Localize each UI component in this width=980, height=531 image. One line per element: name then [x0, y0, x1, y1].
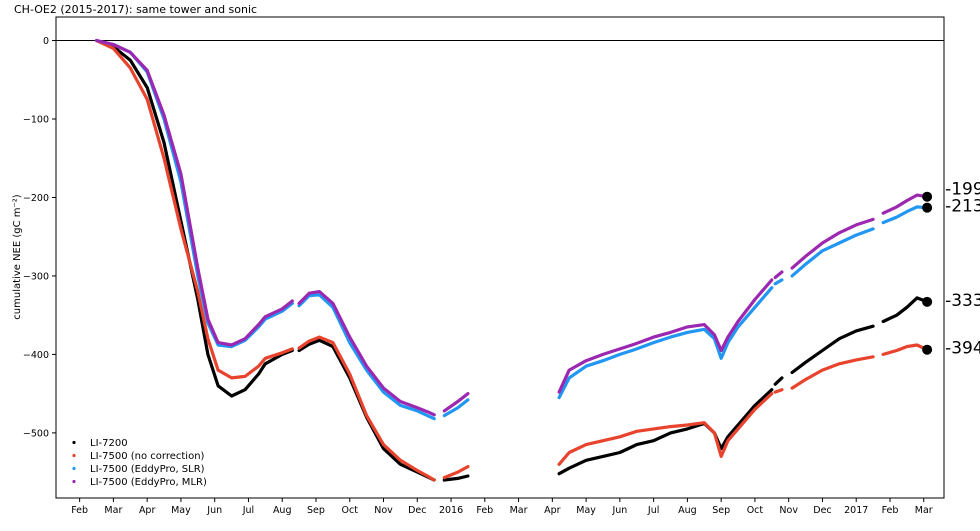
series-line — [790, 324, 875, 375]
x-tick-label: Feb — [476, 505, 493, 516]
legend-label: LI-7500 (EddyPro, MLR) — [90, 477, 207, 488]
chart-title: CH-OE2 (2015-2017): same tower and sonic — [14, 3, 258, 16]
x-tick-label: Mar — [510, 505, 528, 516]
y-axis: 0 −100 −200 −300 −400 −500 — [23, 36, 56, 439]
series-line — [881, 205, 929, 225]
series-line — [297, 290, 436, 417]
legend-marker — [72, 479, 76, 484]
x-tick-label: Jul — [242, 505, 254, 516]
end-value-label: -394 — [945, 339, 980, 359]
x-tick-label: Sep — [712, 505, 730, 516]
series-line — [773, 376, 784, 386]
x-tick-label: Oct — [747, 505, 764, 516]
y-tick-label: −300 — [23, 271, 49, 282]
x-tick-label: Jun — [206, 505, 222, 516]
x-tick-label: Nov — [779, 505, 798, 516]
x-tick-label: Aug — [273, 505, 292, 516]
x-tick-label: 2017 — [844, 505, 868, 516]
series-line — [881, 343, 929, 356]
series-line — [442, 474, 470, 482]
legend-marker — [72, 440, 76, 445]
x-tick-label: Dec — [813, 505, 831, 516]
x-tick-label: Mar — [915, 505, 933, 516]
series-line — [773, 388, 784, 394]
series-line — [557, 278, 774, 394]
series-line — [94, 38, 294, 380]
series-line — [557, 392, 774, 466]
end-point — [922, 202, 933, 213]
legend: LI-7200 LI-7500 (no correction) LI-7500 (E… — [72, 438, 207, 488]
plot-frame — [55, 16, 945, 499]
end-markers: -333 -394 -213-199 — [922, 180, 980, 359]
y-tick-label: −200 — [23, 193, 49, 204]
series-line — [790, 217, 875, 270]
legend-label: LI-7200 — [90, 438, 128, 449]
series-line — [790, 355, 875, 390]
series-line — [442, 398, 470, 418]
series-3 — [94, 38, 929, 421]
legend-marker — [72, 466, 76, 471]
y-tick-label: −500 — [23, 428, 49, 439]
series-line — [297, 335, 436, 482]
series-line — [557, 388, 774, 476]
x-tick-label: Jun — [611, 505, 627, 516]
series-line — [442, 465, 470, 480]
x-tick-label: Aug — [678, 505, 697, 516]
x-tick-label: Sep — [307, 505, 325, 516]
end-value-label: -213 — [945, 197, 980, 217]
y-tick-label: 0 — [43, 36, 49, 47]
x-tick-label: Oct — [342, 505, 359, 516]
series-line — [881, 193, 929, 215]
x-tick-label: 2016 — [439, 505, 463, 516]
y-axis-label: cumulative NEE (gC m⁻²) — [12, 194, 23, 320]
series-4 — [94, 38, 929, 417]
legend-label: LI-7500 (no correction) — [90, 451, 205, 462]
series-line — [297, 293, 436, 421]
y-tick-label: −400 — [23, 350, 49, 361]
x-tick-label: May — [171, 505, 191, 516]
end-point — [922, 344, 933, 355]
x-tick-label: Feb — [71, 505, 88, 516]
x-axis: Feb Mar Apr May Jun Jul Aug Sep Oct Nov Dec 2016 Feb… — [71, 498, 933, 516]
x-tick-label: Jul — [647, 505, 659, 516]
x-tick-label: Dec — [408, 505, 426, 516]
x-tick-label: Feb — [882, 505, 899, 516]
x-tick-label: Mar — [104, 505, 122, 516]
x-tick-label: May — [576, 505, 596, 516]
series-line — [94, 38, 294, 398]
x-tick-label: Apr — [544, 505, 561, 516]
series-line — [881, 296, 929, 324]
legend-label: LI-7500 (EddyPro, SLR) — [90, 464, 205, 475]
legend-marker — [72, 453, 76, 458]
x-tick-label: Nov — [374, 505, 393, 516]
x-tick-label: Apr — [139, 505, 156, 516]
series-2 — [94, 38, 929, 482]
series-line — [773, 270, 784, 280]
end-point — [922, 296, 933, 307]
series-line — [94, 38, 294, 347]
series-line — [773, 278, 784, 286]
series-line — [557, 286, 774, 400]
series-group — [94, 38, 929, 482]
series-line — [790, 227, 875, 278]
series-line — [94, 38, 294, 349]
y-tick-label: −100 — [23, 115, 49, 126]
end-value-label: -199 — [945, 180, 980, 200]
series-line — [442, 392, 470, 413]
end-point — [922, 191, 933, 202]
end-value-label: -333 — [945, 291, 980, 311]
